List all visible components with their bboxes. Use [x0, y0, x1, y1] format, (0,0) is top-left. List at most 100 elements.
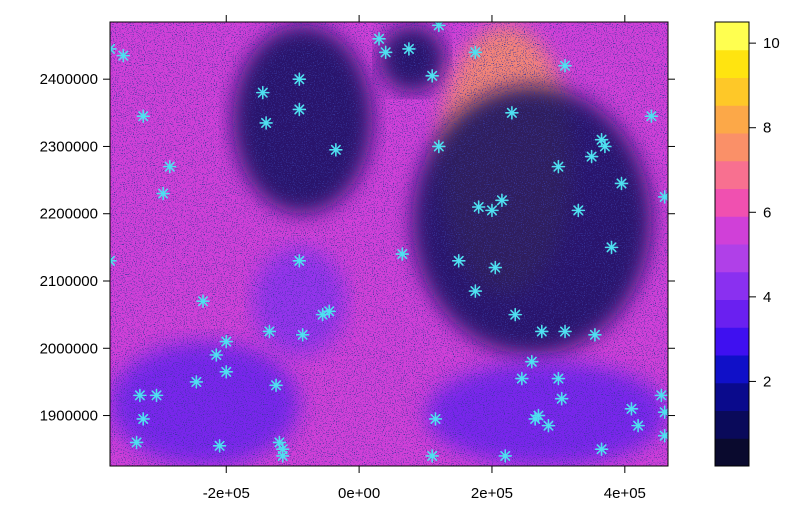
station-marker — [657, 428, 668, 443]
station-marker — [551, 159, 566, 174]
station-marker — [209, 348, 224, 362]
colorbar-segment — [715, 188, 749, 217]
plot-area — [110, 22, 668, 466]
station-marker — [505, 106, 519, 120]
station-marker — [322, 304, 337, 319]
station-marker — [451, 254, 466, 268]
station-marker — [604, 240, 619, 255]
station-marker — [262, 324, 277, 339]
y-tick-label: 2300000 — [40, 138, 98, 155]
station-marker — [156, 186, 170, 201]
station-marker — [255, 85, 270, 100]
colorbar-segment — [715, 216, 749, 245]
station-marker — [162, 159, 177, 174]
station-marker — [588, 328, 602, 342]
colorbar-segment — [715, 327, 749, 356]
station-marker — [508, 307, 523, 322]
station-marker — [378, 45, 393, 60]
x-tick-label: 4e+05 — [604, 485, 646, 502]
station-marker — [558, 324, 572, 339]
colorbar-segment — [715, 299, 749, 328]
y-tick-label: 2100000 — [40, 273, 98, 290]
station-marker — [525, 354, 539, 369]
station-marker — [654, 388, 668, 403]
station-marker — [551, 371, 566, 386]
colorbar-tick-label: 10 — [763, 35, 780, 52]
colorbar-segment — [715, 133, 749, 162]
station-marker — [534, 324, 549, 339]
station-marker — [295, 328, 310, 342]
station-marker — [468, 284, 483, 298]
station-marker — [428, 412, 443, 426]
raster-speckle — [110, 22, 668, 466]
station-marker — [259, 116, 273, 130]
station-marker — [372, 32, 386, 46]
station-marker — [129, 435, 144, 450]
station-marker — [402, 42, 416, 56]
station-marker — [136, 412, 151, 426]
station-marker — [149, 388, 164, 403]
colorbar-segment — [715, 49, 749, 78]
station-marker — [110, 254, 117, 268]
colorbar-segment — [715, 438, 749, 467]
station-marker — [554, 391, 569, 406]
colorbar-segment — [715, 105, 749, 134]
station-marker — [598, 139, 612, 154]
y-tick-label: 1900000 — [40, 408, 98, 425]
colorbar-tick-label: 8 — [763, 120, 771, 137]
station-marker — [498, 449, 513, 463]
station-marker — [116, 48, 131, 63]
station-marker — [541, 418, 556, 433]
y-tick-label: 2000000 — [40, 340, 98, 357]
colorbar-segment — [715, 160, 749, 189]
station-marker — [624, 402, 639, 416]
x-tick-label: 2e+05 — [471, 485, 513, 502]
station-marker — [272, 435, 287, 450]
station-marker — [495, 193, 509, 208]
station-marker — [558, 58, 572, 73]
station-marker — [488, 260, 503, 275]
colorbar-segment — [715, 382, 749, 411]
x-tick-label: 0e+00 — [338, 485, 380, 502]
colorbar-tick-label: 2 — [763, 373, 771, 390]
colorbar-segment — [715, 271, 749, 300]
station-marker — [432, 22, 446, 33]
station-marker — [631, 418, 645, 433]
station-marker — [110, 42, 117, 56]
station-marker — [531, 408, 546, 423]
station-marker — [275, 449, 290, 463]
station-marker — [425, 449, 439, 463]
station-marker — [292, 72, 307, 86]
station-marker — [212, 439, 227, 453]
station-marker — [515, 371, 529, 386]
station-marker — [292, 102, 307, 117]
station-marker — [136, 109, 151, 123]
colorbar-segment — [715, 77, 749, 106]
plot-frame — [109, 21, 669, 467]
station-marker — [657, 405, 668, 419]
station-marker — [196, 294, 210, 308]
x-tick-label: -2e+05 — [203, 485, 250, 502]
station-marker — [395, 247, 410, 261]
station-marker — [269, 378, 283, 393]
station-marker — [468, 45, 483, 60]
colorbar-segment — [715, 244, 749, 273]
station-marker — [425, 69, 439, 83]
station-marker — [471, 200, 486, 214]
colorbar-tick-label: 4 — [763, 289, 771, 306]
station-marker — [485, 203, 499, 218]
raster-layer — [110, 22, 668, 466]
station-marker — [594, 442, 609, 456]
station-marker — [571, 203, 586, 218]
station-marker — [594, 132, 609, 147]
station-marker — [614, 176, 629, 191]
station-marker — [432, 139, 446, 154]
station-marker — [219, 334, 234, 349]
colorbar-segment — [715, 22, 749, 51]
colorbar-segment — [715, 410, 749, 439]
colorbar-frame — [714, 21, 750, 467]
colorbar-segment — [715, 355, 749, 384]
station-marker — [219, 365, 234, 379]
